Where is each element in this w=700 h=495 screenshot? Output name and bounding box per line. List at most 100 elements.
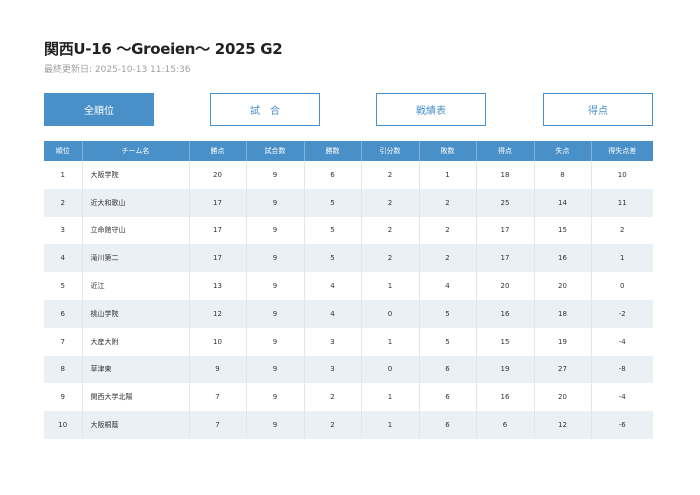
cell-wins: 2 — [304, 411, 362, 439]
cell-wins: 5 — [304, 188, 362, 217]
cell-points: 7 — [189, 411, 247, 439]
cell-losses: 1 — [419, 161, 477, 189]
cell-rank: 10 — [44, 411, 83, 439]
cell-draws: 1 — [361, 383, 420, 412]
last-updated-text: 最終更新日: 2025-10-13 11:15:36 — [44, 65, 191, 75]
cell-goals-against: 16 — [534, 244, 592, 273]
table-row: 6 桃山学院 12 9 4 0 5 16 18 -2 — [44, 299, 653, 328]
table-row: 1 大阪学院 20 9 6 2 1 18 8 10 — [44, 161, 653, 189]
column-header-played: 試合数 — [246, 141, 305, 161]
column-header-goals-for: 得点 — [476, 141, 535, 161]
cell-goals-against: 18 — [534, 299, 592, 328]
tab-scorers[interactable]: 得点 — [543, 93, 653, 126]
cell-rank: 6 — [44, 299, 83, 328]
cell-losses: 2 — [419, 244, 477, 273]
cell-draws: 1 — [361, 327, 420, 356]
cell-team: 近江 — [82, 272, 190, 300]
cell-team: 大産大附 — [82, 327, 190, 356]
column-header-losses: 敗数 — [419, 141, 477, 161]
cell-rank: 7 — [44, 327, 83, 356]
cell-losses: 6 — [419, 355, 477, 384]
cell-team: 大阪学院 — [82, 161, 190, 189]
table-row: 3 立命館守山 17 9 5 2 2 17 15 2 — [44, 216, 653, 245]
cell-goals-for: 19 — [476, 355, 535, 384]
cell-played: 9 — [246, 244, 305, 273]
cell-goals-for: 20 — [476, 272, 535, 300]
cell-losses: 2 — [419, 216, 477, 245]
cell-wins: 4 — [304, 299, 362, 328]
cell-goals-against: 12 — [534, 411, 592, 439]
cell-goals-against: 14 — [534, 188, 592, 217]
cell-losses: 2 — [419, 188, 477, 217]
cell-points: 7 — [189, 383, 247, 412]
cell-wins: 4 — [304, 272, 362, 300]
cell-points: 17 — [189, 216, 247, 245]
tab-matches[interactable]: 試 合 — [210, 93, 320, 126]
cell-played: 9 — [246, 299, 305, 328]
cell-goal-difference: 2 — [591, 216, 653, 245]
cell-losses: 5 — [419, 299, 477, 328]
cell-goal-difference: -4 — [591, 327, 653, 356]
cell-losses: 5 — [419, 327, 477, 356]
table-row: 9 関西大学北陽 7 9 2 1 6 16 20 -4 — [44, 383, 653, 412]
cell-goals-against: 15 — [534, 216, 592, 245]
cell-goal-difference: 1 — [591, 244, 653, 273]
cell-goal-difference: -8 — [591, 355, 653, 384]
cell-wins: 5 — [304, 216, 362, 245]
cell-rank: 2 — [44, 188, 83, 217]
column-header-team: チーム名 — [82, 141, 190, 161]
cell-rank: 5 — [44, 272, 83, 300]
cell-draws: 2 — [361, 244, 420, 273]
cell-team: 立命館守山 — [82, 216, 190, 245]
cell-team: 滝川第二 — [82, 244, 190, 273]
cell-played: 9 — [246, 216, 305, 245]
standings-table: 順位 チーム名 勝点 試合数 勝数 引分数 敗数 得点 失点 得失点差 1 大阪学… — [44, 141, 653, 439]
cell-team: 草津東 — [82, 355, 190, 384]
cell-points: 17 — [189, 244, 247, 273]
tab-all-standings[interactable]: 全順位 — [44, 93, 154, 126]
cell-rank: 1 — [44, 161, 83, 189]
cell-points: 17 — [189, 188, 247, 217]
cell-goal-difference: 10 — [591, 161, 653, 189]
cell-played: 9 — [246, 355, 305, 384]
cell-draws: 0 — [361, 299, 420, 328]
table-row: 4 滝川第二 17 9 5 2 2 17 16 1 — [44, 244, 653, 273]
cell-losses: 6 — [419, 411, 477, 439]
cell-points: 20 — [189, 161, 247, 189]
cell-draws: 0 — [361, 355, 420, 384]
cell-goals-against: 20 — [534, 383, 592, 412]
cell-wins: 3 — [304, 327, 362, 356]
cell-points: 12 — [189, 299, 247, 328]
cell-played: 9 — [246, 411, 305, 439]
column-header-goal-difference: 得失点差 — [591, 141, 653, 161]
tab-results-table[interactable]: 戦績表 — [376, 93, 486, 126]
cell-wins: 6 — [304, 161, 362, 189]
cell-wins: 5 — [304, 244, 362, 273]
cell-losses: 6 — [419, 383, 477, 412]
cell-draws: 2 — [361, 188, 420, 217]
cell-goals-against: 19 — [534, 327, 592, 356]
cell-goals-for: 6 — [476, 411, 535, 439]
cell-goals-for: 15 — [476, 327, 535, 356]
cell-rank: 3 — [44, 216, 83, 245]
cell-goals-for: 16 — [476, 383, 535, 412]
cell-played: 9 — [246, 161, 305, 189]
cell-draws: 2 — [361, 161, 420, 189]
cell-team: 桃山学院 — [82, 299, 190, 328]
cell-goals-against: 8 — [534, 161, 592, 189]
column-header-rank: 順位 — [44, 141, 83, 161]
cell-team: 大阪桐蔭 — [82, 411, 190, 439]
cell-draws: 1 — [361, 411, 420, 439]
column-header-points: 勝点 — [189, 141, 247, 161]
cell-goal-difference: 0 — [591, 272, 653, 300]
table-row: 2 近大和歌山 17 9 5 2 2 25 14 11 — [44, 188, 653, 217]
cell-played: 9 — [246, 327, 305, 356]
cell-team: 関西大学北陽 — [82, 383, 190, 412]
cell-goals-for: 16 — [476, 299, 535, 328]
column-header-goals-against: 失点 — [534, 141, 592, 161]
cell-wins: 2 — [304, 383, 362, 412]
cell-goals-for: 25 — [476, 188, 535, 217]
cell-played: 9 — [246, 188, 305, 217]
table-row: 10 大阪桐蔭 7 9 2 1 6 6 12 -6 — [44, 411, 653, 439]
column-header-draws: 引分数 — [361, 141, 420, 161]
